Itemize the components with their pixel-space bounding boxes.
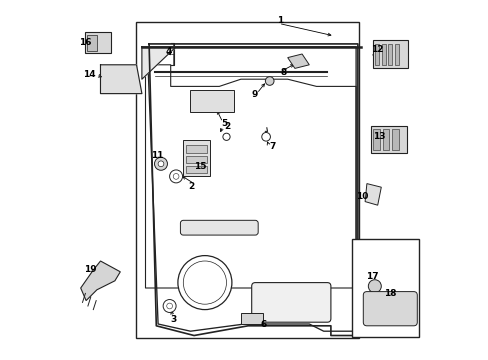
Circle shape [367,280,381,293]
Bar [352,239,418,337]
Polygon shape [287,54,309,68]
Text: 19: 19 [84,265,97,274]
FancyBboxPatch shape [251,283,330,322]
Circle shape [154,157,167,170]
Text: 16: 16 [79,38,91,47]
Circle shape [163,300,176,312]
Polygon shape [81,261,120,301]
Text: 5: 5 [221,119,227,128]
Bar [183,140,210,176]
Circle shape [166,303,172,309]
Bar [85,32,110,53]
Bar [241,313,262,324]
Text: 11: 11 [151,151,163,160]
Text: 15: 15 [194,162,206,171]
FancyBboxPatch shape [136,22,358,338]
Bar [387,44,392,65]
Bar [374,44,379,65]
Text: 14: 14 [82,71,95,80]
Circle shape [169,170,182,183]
Text: 1: 1 [277,17,283,26]
Polygon shape [365,184,381,205]
Circle shape [183,261,226,304]
Text: 17: 17 [365,272,378,281]
Bar [373,129,379,150]
FancyBboxPatch shape [363,292,416,326]
FancyBboxPatch shape [180,220,258,235]
Text: 12: 12 [371,45,383,54]
Bar [373,40,407,68]
Text: 8: 8 [280,68,286,77]
Bar [370,126,407,153]
Bar [87,35,97,51]
Circle shape [223,133,230,140]
Polygon shape [142,47,176,79]
Text: 10: 10 [356,192,368,201]
Polygon shape [101,65,142,94]
Text: 18: 18 [383,289,396,298]
Text: 9: 9 [251,90,257,99]
Text: 2: 2 [224,122,230,131]
Bar [381,44,385,65]
Circle shape [261,132,270,141]
Circle shape [178,256,231,310]
Bar [186,166,206,173]
Bar [190,90,233,112]
Text: 3: 3 [170,315,176,324]
Text: 13: 13 [372,132,385,141]
Bar [391,129,398,150]
Bar [382,129,388,150]
Circle shape [265,77,273,85]
Text: 7: 7 [269,143,275,152]
Text: 4: 4 [165,47,172,56]
Bar [394,44,398,65]
Circle shape [173,174,179,179]
Text: 2: 2 [188,182,194,191]
Bar [186,145,206,153]
Bar [186,156,206,163]
Circle shape [158,161,163,167]
Text: 6: 6 [260,320,266,329]
